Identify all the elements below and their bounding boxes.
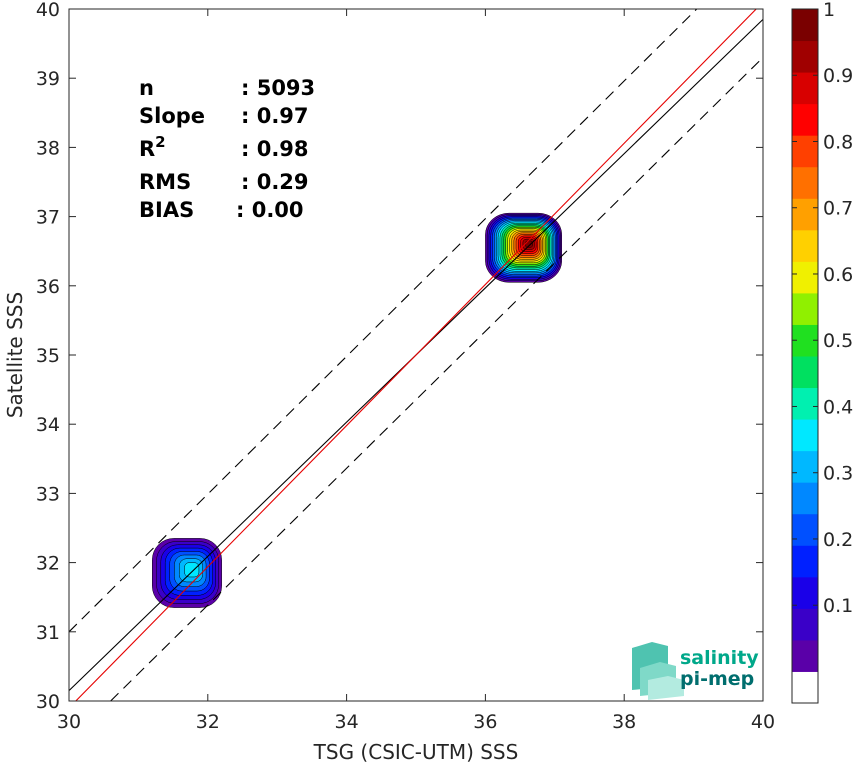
logo-text-pimep: pi-mep [680,668,754,690]
colorbar-frame [791,8,819,704]
y-axis: 30 31 32 33 34 35 36 37 38 39 40 [36,0,763,713]
colorbar-band [792,166,818,199]
x-axis-label: TSG (CSIC-UTM) SSS [313,740,519,764]
colorbar-band [792,576,818,609]
colorbar-band [792,356,818,389]
upper-bound-line [69,9,698,633]
y-tick-label: 38 [36,137,60,159]
density-contours [152,212,562,608]
stat-label: RMS [139,170,191,194]
colorbar-tick-label: 1 [823,0,835,21]
colorbar-band [792,545,818,578]
y-tick-label: 33 [36,483,60,505]
stat-label: Slope [139,104,205,128]
stat-label: BIAS [139,198,194,222]
colorbar-band [792,513,818,546]
y-tick-label: 40 [36,0,60,21]
colorbar-band [792,639,818,672]
y-tick-label: 39 [36,68,60,90]
colorbar-tick-label: 0.1 [823,595,853,617]
colorbar-band [792,40,818,73]
colorbar-band [792,229,818,262]
colorbar-band [792,103,818,136]
colorbar-band [792,482,818,515]
colorbar: 0.1 0.2 0.3 0.4 0.5 0.6 0.7 0.8 0.9 1 [791,0,853,704]
density-level-1-8 [184,562,200,578]
logo-text-salinity: salinity [680,647,759,669]
stat-label: n [139,76,154,100]
colorbar-tick-label: 0.5 [823,330,853,352]
colorbar-band [792,198,818,231]
colorbar-tick-label: 0.8 [823,131,853,153]
colorbar-band [792,450,818,483]
x-tick-label: 34 [335,711,359,733]
stat-value: : 5093 [241,76,315,100]
stat-value: : 0.00 [236,198,304,222]
colorbar-tick-label: 0.6 [823,264,853,286]
y-tick-label: 37 [36,207,60,229]
colorbar-tick-label: 0.4 [823,396,853,418]
colorbar-band [792,608,818,641]
y-axis-label: Satellite SSS [3,292,27,418]
y-tick-label: 35 [36,345,60,367]
x-tick-label: 32 [196,711,220,733]
colorbar-band [792,419,818,452]
y-tick-label: 31 [36,622,60,644]
wave-logo-icon [632,642,684,700]
regression-line [75,9,757,701]
x-tick-label: 40 [751,711,775,733]
y-tick-label: 30 [36,691,60,713]
salinity-pimep-logo: salinity pi-mep [632,642,759,700]
lower-bound-line [110,57,763,701]
reference-lines [69,9,763,701]
y-tick-label: 32 [36,553,60,575]
y-tick-label: 34 [36,414,60,436]
x-tick-label: 38 [612,711,636,733]
stat-value: : 0.29 [241,170,309,194]
x-tick-label: 36 [473,711,497,733]
colorbar-band [792,387,818,420]
x-tick-label: 30 [57,711,81,733]
colorbar-band [792,671,818,704]
colorbar-tick-label: 0.2 [823,529,853,551]
colorbar-tick-label: 0.7 [823,198,853,220]
colorbar-band [792,9,818,42]
colorbar-band [792,292,818,325]
colorbar-tick-label: 0.3 [823,463,853,485]
colorbar-tick-label: 0.9 [823,65,853,87]
stat-value: : 0.98 [241,137,309,161]
y-tick-label: 36 [36,276,60,298]
colorbar-band [792,72,818,105]
colorbar-band [792,135,818,168]
colorbar-band [792,261,818,294]
x-axis: 30 32 34 36 38 40 [57,9,775,733]
stat-value: : 0.97 [241,104,309,128]
